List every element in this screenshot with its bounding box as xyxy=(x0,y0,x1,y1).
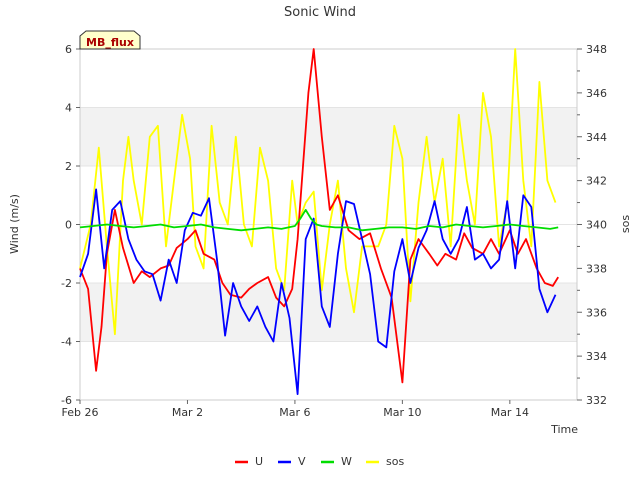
x-axis-ticks: Feb 26 Mar 2 Mar 6 Mar 10 Mar 14 xyxy=(62,400,529,419)
legend-label-w: W xyxy=(341,455,352,468)
series-lines xyxy=(79,48,559,396)
y-tick-label: 2 xyxy=(65,160,72,173)
y-tick-label: -6 xyxy=(61,394,72,407)
y-tick-label: -4 xyxy=(61,336,72,349)
y2-tick-label: 334 xyxy=(586,350,607,363)
series-line-w xyxy=(79,208,559,232)
band-1 xyxy=(80,107,577,166)
y-tick-label: 4 xyxy=(65,102,72,115)
y2-tick-label: 336 xyxy=(586,306,607,319)
y2-tick-label: 348 xyxy=(586,43,607,56)
chart-title: Sonic Wind xyxy=(284,5,356,20)
flux-badge: MB_flux xyxy=(79,30,141,50)
x-axis-label: Time xyxy=(550,423,578,436)
y2-axis-label: sos xyxy=(619,215,632,233)
y2-tick-label: 340 xyxy=(586,219,607,232)
y2-tick-label: 346 xyxy=(586,87,607,100)
y-tick-label: 0 xyxy=(65,219,72,232)
x-tick-label: Mar 10 xyxy=(383,406,421,419)
y-axis-label: Wind (m/s) xyxy=(8,194,21,254)
legend-label-sos: sos xyxy=(386,455,404,468)
y2-tick-label: 338 xyxy=(586,262,607,275)
badge-label: MB_flux xyxy=(86,36,134,49)
y2-tick-label: 342 xyxy=(586,175,607,188)
series-line-sos xyxy=(79,48,557,336)
y2-tick-label: 344 xyxy=(586,131,607,144)
y-tick-label: -2 xyxy=(61,277,72,290)
legend-label-v: V xyxy=(298,455,306,468)
x-tick-label: Feb 26 xyxy=(62,406,99,419)
y-axis-ticks: -6 -4 -2 0 2 4 6 xyxy=(61,43,80,407)
x-tick-label: Mar 14 xyxy=(491,406,529,419)
legend-label-u: U xyxy=(255,455,263,468)
y2-axis-ticks: 332 334 336 338 340 342 344 346 348 xyxy=(577,43,607,407)
series-line-v xyxy=(79,188,557,396)
band-0 xyxy=(80,283,577,342)
y-tick-label: 6 xyxy=(65,43,72,56)
y2-tick-label: 332 xyxy=(586,394,607,407)
x-tick-label: Mar 6 xyxy=(279,406,310,419)
x-tick-label: Mar 2 xyxy=(172,406,203,419)
